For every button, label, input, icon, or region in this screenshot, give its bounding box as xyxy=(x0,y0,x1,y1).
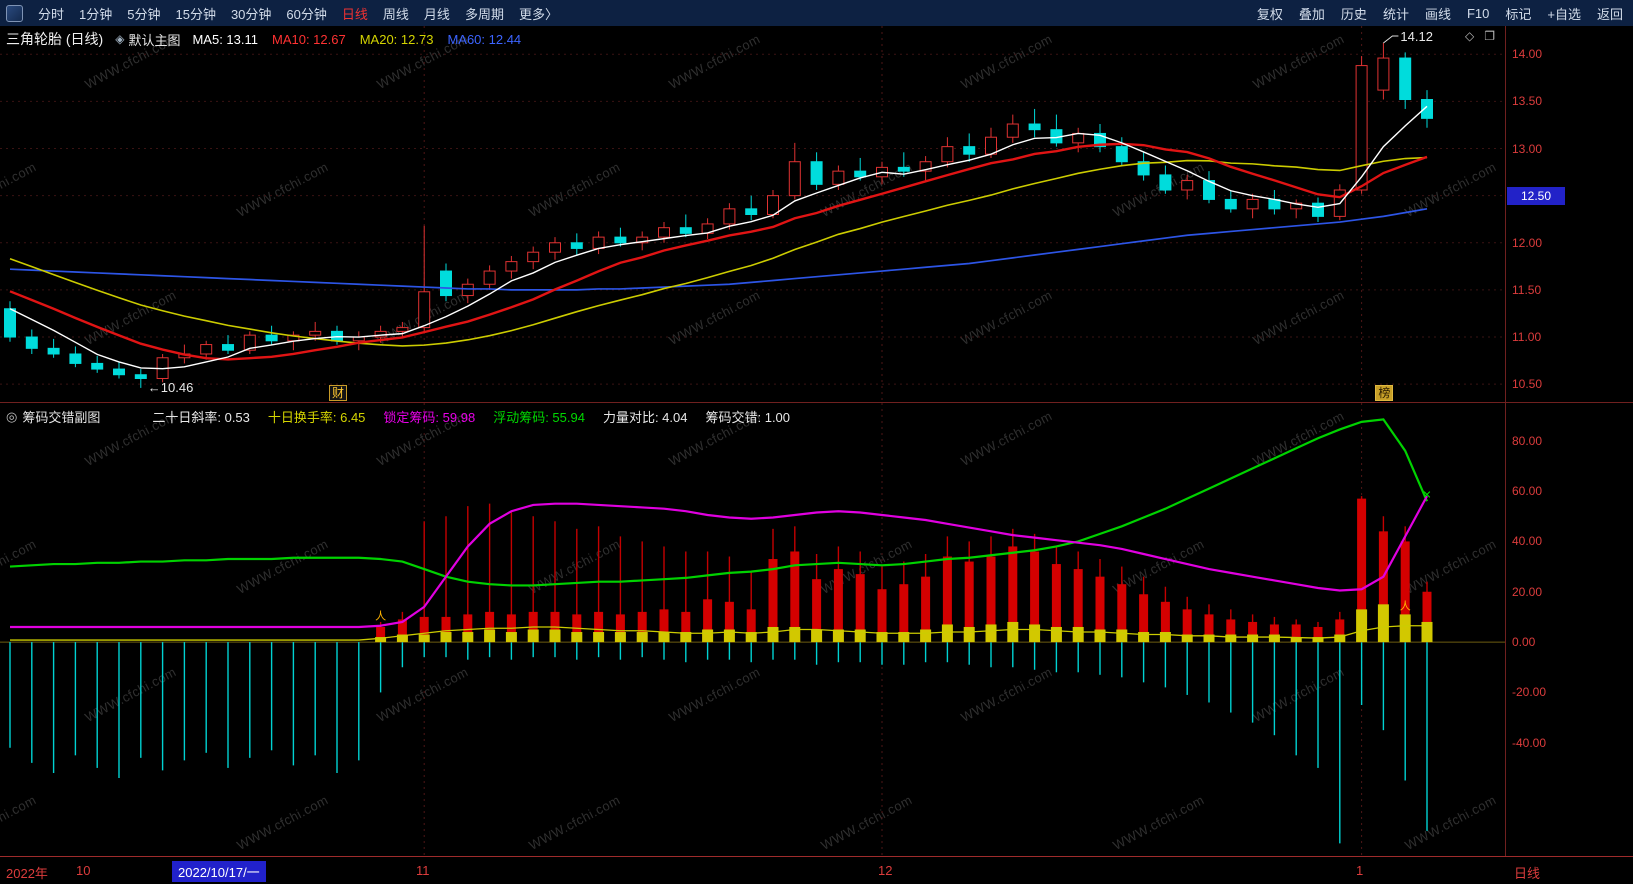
toolbar-button-6[interactable]: F10 xyxy=(1466,5,1490,21)
high-price-annotation: 14.12 xyxy=(1400,28,1433,44)
svg-text:人: 人 xyxy=(1400,599,1411,612)
indicator-axis-label: 80.00 xyxy=(1512,433,1543,448)
price-axis-label: 10.50 xyxy=(1512,377,1543,392)
toolbar-button-1[interactable]: 复权 xyxy=(1256,6,1283,22)
toolbar-button-4[interactable]: 统计 xyxy=(1382,6,1409,22)
sub-chart-header: ◎ 筹码交错副图 二十日斜率: 0.53 十日换手率: 6.45 锁定筹码: 59.… xyxy=(6,407,790,426)
period-tab-7[interactable]: 日线 xyxy=(341,6,368,22)
circle-arrow-icon: ◎ xyxy=(6,408,18,424)
year-label: 2022年 xyxy=(6,866,48,881)
price-axis-label: 12.00 xyxy=(1512,235,1543,250)
toolbar-button-2[interactable]: 叠加 xyxy=(1298,6,1325,22)
ma-label-3: MA20: 12.73 xyxy=(359,31,434,47)
toolbar-button-3[interactable]: 历史 xyxy=(1340,6,1367,22)
period-tab-2[interactable]: 1分钟 xyxy=(79,6,113,22)
price-axis-label: 11.00 xyxy=(1512,330,1542,345)
period-tabs: 分时 1分钟 5分钟 15分钟 30分钟 60分钟 日线 周线 月线 多周期 更多〉 xyxy=(38,4,558,23)
period-tab-9[interactable]: 月线 xyxy=(423,6,450,22)
svg-text:✕: ✕ xyxy=(1422,490,1431,502)
period-label: 日线 xyxy=(1514,866,1541,881)
indicator-stat-6: 筹码交错: 1.00 xyxy=(705,410,791,425)
time-axis-label: 11 xyxy=(416,863,430,878)
toolbar-button-8[interactable]: +自选 xyxy=(1547,6,1581,22)
topbar-toolbar: 复权 叠加 历史 统计 画线 F10 标记 +自选 返回 xyxy=(1257,4,1623,23)
topbar: 分时 1分钟 5分钟 15分钟 30分钟 60分钟 日线 周线 月线 多周期 更多〉 复权 叠加 历史统… xyxy=(0,0,1633,26)
sub-chart-canvas[interactable]: 人人✕ xyxy=(0,403,1505,856)
bang-badge[interactable]: 榜 xyxy=(1375,385,1394,401)
period-tab-11[interactable]: 更多〉 xyxy=(518,6,558,22)
main-chart-panel[interactable]: WWW.cfchi.com WWW.cfchi.com WWW.cfchi.com W… xyxy=(0,26,1505,403)
indicator-stat-1: 二十日斜率: 0.53 xyxy=(152,410,250,425)
indicator-axis-label: -40.00 xyxy=(1512,735,1547,750)
period-tab-1[interactable]: 分时 xyxy=(38,6,65,22)
diamond-toggle-icon[interactable]: ◇ xyxy=(1465,29,1475,43)
time-axis-label: 10 xyxy=(76,863,91,878)
indicator-axis-label: 20.00 xyxy=(1512,584,1543,599)
panel-corner-icons: ◇ ❐ xyxy=(1465,29,1495,43)
indicator-axis-label: 60.00 xyxy=(1512,484,1543,499)
period-tab-10[interactable]: 多周期 xyxy=(464,6,504,22)
maximize-window-icon[interactable]: ❐ xyxy=(1484,29,1495,43)
toolbar-button-7[interactable]: 标记 xyxy=(1505,6,1532,22)
time-axis-label: 12 xyxy=(878,863,893,878)
svg-text:人: 人 xyxy=(375,609,386,622)
period-tab-4[interactable]: 15分钟 xyxy=(175,6,216,22)
price-axis-label: 13.50 xyxy=(1512,94,1543,109)
period-tab-3[interactable]: 5分钟 xyxy=(127,6,161,22)
indicator-selector[interactable]: ◎ 筹码交错副图 xyxy=(6,407,100,426)
ma-label-1: MA5: 13.11 xyxy=(192,31,258,47)
indicator-title: 筹码交错副图 xyxy=(22,410,101,425)
ma-label-4: MA60: 12.44 xyxy=(447,31,522,47)
indicator-stats: 二十日斜率: 0.53 十日换手率: 6.45 锁定筹码: 59.98 浮动筹码: 5… xyxy=(152,407,790,426)
low-price-annotation: ←10.46 xyxy=(147,379,194,395)
price-axis: 14.00 13.50 13.00 12.50 12.00 11.50 11.00 10.50… xyxy=(1505,26,1633,403)
period-tab-8[interactable]: 周线 xyxy=(382,6,409,22)
indicator-stat-2: 十日换手率: 6.45 xyxy=(267,410,366,425)
price-axis-label: 11.50 xyxy=(1512,282,1542,297)
indicator-axis-label: 0.00 xyxy=(1512,635,1536,650)
main-layout-selector[interactable]: ◈ 默认主图 xyxy=(115,30,180,49)
current-price-badge: 12.50 xyxy=(1507,186,1565,205)
ma-label-2: MA10: 12.67 xyxy=(272,31,346,47)
indicator-axis-label: -20.00 xyxy=(1512,685,1547,700)
indicator-axis: 80.00 60.00 40.00 20.00 0.00 -20.00 -40.00 xyxy=(1505,403,1633,856)
indicator-stat-4: 浮动筹码: 55.94 xyxy=(493,410,585,425)
layout-label: 默认主图 xyxy=(128,32,181,48)
price-axis-label: 13.00 xyxy=(1512,141,1543,156)
date-badge: 2022/10/17/一 xyxy=(172,861,266,882)
main-chart-header: 三角轮胎 (日线) ◈ 默认主图 MA5: 13.11 MA10: 12.67 MA… xyxy=(6,29,521,49)
sub-chart-panel[interactable]: WWW.cfchi.com WWW.cfchi.com WWW.cfchi.com W… xyxy=(0,403,1505,856)
stock-title: 三角轮胎 (日线) xyxy=(6,31,104,47)
cai-badge[interactable]: 财 xyxy=(329,385,348,401)
time-axis-label: 1 xyxy=(1356,863,1364,878)
toolbar-button-5[interactable]: 画线 xyxy=(1424,6,1451,22)
indicator-axis-label: 40.00 xyxy=(1512,534,1543,549)
price-axis-label: 14.00 xyxy=(1512,47,1543,62)
period-tab-5[interactable]: 30分钟 xyxy=(230,6,272,22)
toolbar-button-9[interactable]: 返回 xyxy=(1596,6,1623,22)
diamond-icon: ◈ xyxy=(115,32,125,46)
main-chart-canvas[interactable] xyxy=(0,26,1505,403)
app-logo-icon[interactable] xyxy=(6,4,23,22)
time-axis: 2022年 2022/10/17/一 日线 10 11 12 1 xyxy=(0,856,1633,884)
ma-values: MA5: 13.11 MA10: 12.67 MA20: 12.73 MA60: 12… xyxy=(192,32,521,47)
period-tab-6[interactable]: 60分钟 xyxy=(286,6,327,22)
indicator-stat-3: 锁定筹码: 59.98 xyxy=(383,410,476,425)
indicator-stat-5: 力量对比: 4.04 xyxy=(602,410,688,425)
topbar-period-menu: 分时 1分钟 5分钟 15分钟 30分钟 60分钟 日线 周线 月线 多周期 更多〉 xyxy=(6,4,558,23)
